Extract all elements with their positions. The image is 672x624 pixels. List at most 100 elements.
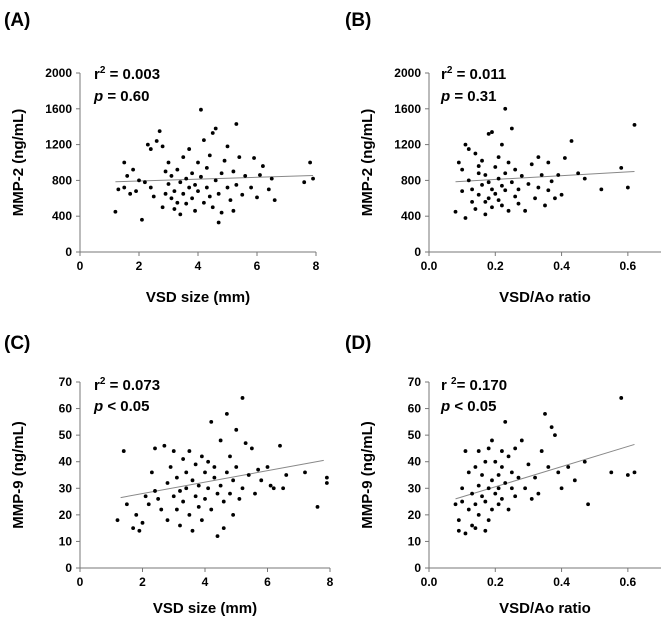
data-point [196, 483, 201, 488]
data-point [143, 180, 147, 185]
data-point [506, 454, 511, 459]
data-point [206, 459, 211, 464]
x-tick-label: 6 [254, 259, 261, 273]
data-point [566, 465, 571, 469]
data-point [178, 523, 182, 528]
data-point [533, 475, 537, 480]
x-tick-label: 0.4 [553, 259, 570, 273]
data-point [181, 499, 186, 504]
data-point [193, 494, 198, 499]
data-point [516, 475, 521, 480]
data-point [124, 502, 129, 507]
data-point [486, 446, 491, 451]
panel-label: (B) [345, 10, 371, 31]
data-point [271, 486, 276, 491]
data-point [225, 185, 230, 190]
data-point [272, 198, 277, 202]
data-point [218, 438, 223, 443]
data-point [556, 470, 561, 475]
data-point [168, 465, 173, 469]
data-point [476, 483, 481, 488]
data-point [572, 478, 577, 483]
data-point [324, 475, 329, 480]
panel-d: (D) 0 10 20 30 40 50 60 70 0.0 0.2 0.4 0.6 VSD/Ao rat… [345, 333, 661, 617]
data-point [165, 518, 170, 523]
data-point [215, 534, 220, 539]
data-point [490, 187, 494, 192]
data-point [187, 449, 192, 453]
data-point [228, 491, 232, 496]
x-tick-label: 0.4 [553, 575, 570, 589]
data-point [121, 449, 126, 453]
data-point [476, 164, 481, 168]
r-symbol: r [441, 377, 451, 394]
data-point [632, 123, 637, 127]
data-point [190, 196, 195, 201]
data-point [569, 139, 574, 143]
data-point [184, 176, 189, 181]
data-point [237, 497, 242, 501]
data-point [466, 470, 471, 475]
r-squared-annotation: r 2= 0.170 [441, 376, 507, 394]
r-squared-value: = 0.073 [105, 377, 160, 394]
data-point [125, 174, 130, 178]
data-point [324, 481, 329, 485]
data-point [281, 486, 286, 491]
data-point [460, 167, 465, 172]
data-point [476, 512, 481, 517]
data-point [140, 520, 145, 525]
data-point [609, 470, 614, 475]
data-point [249, 185, 254, 190]
data-point [486, 196, 491, 201]
r-superscript: 2 [100, 376, 106, 387]
data-point [234, 182, 239, 187]
data-point [460, 189, 465, 194]
p-symbol: p [440, 88, 450, 105]
data-point [237, 155, 242, 160]
data-point [171, 449, 176, 453]
y-tick-label: 800 [401, 173, 421, 187]
data-point [259, 478, 264, 483]
data-point [480, 494, 484, 499]
data-point [203, 497, 207, 501]
data-point [231, 478, 236, 483]
data-point [456, 160, 461, 165]
p-value: = 0.31 [450, 88, 496, 105]
data-point [196, 504, 201, 509]
data-point [149, 470, 154, 475]
y-tick-label: 50 [408, 428, 422, 442]
data-point [486, 131, 491, 136]
data-point [190, 171, 195, 176]
y-tick-label: 20 [59, 508, 73, 522]
data-point [480, 473, 484, 477]
data-point [172, 207, 177, 211]
data-point [196, 189, 200, 194]
data-point [166, 182, 171, 186]
data-point [480, 158, 484, 163]
data-point [463, 531, 468, 536]
data-point [500, 142, 504, 147]
data-point [546, 160, 551, 165]
data-point [500, 465, 504, 469]
data-point [266, 187, 271, 192]
data-point [303, 470, 307, 475]
data-point [556, 173, 561, 177]
x-tick-label: 0.2 [487, 259, 504, 273]
data-point [218, 483, 223, 488]
data-point [503, 188, 508, 193]
r-squared-value: = 0.011 [452, 66, 506, 83]
y-tick-label: 60 [408, 402, 422, 416]
y-tick-label: 800 [52, 173, 72, 187]
data-point [169, 174, 174, 178]
data-point [216, 191, 221, 196]
data-point [553, 433, 557, 438]
data-point [496, 502, 501, 507]
data-point [162, 443, 167, 448]
data-point [122, 185, 127, 190]
data-point [500, 449, 504, 453]
data-point [490, 205, 494, 210]
p-value-annotation: p = 0.60 [93, 88, 149, 105]
data-point [549, 179, 554, 184]
y-tick-label: 50 [59, 428, 73, 442]
r-superscript: 2 [100, 65, 106, 76]
